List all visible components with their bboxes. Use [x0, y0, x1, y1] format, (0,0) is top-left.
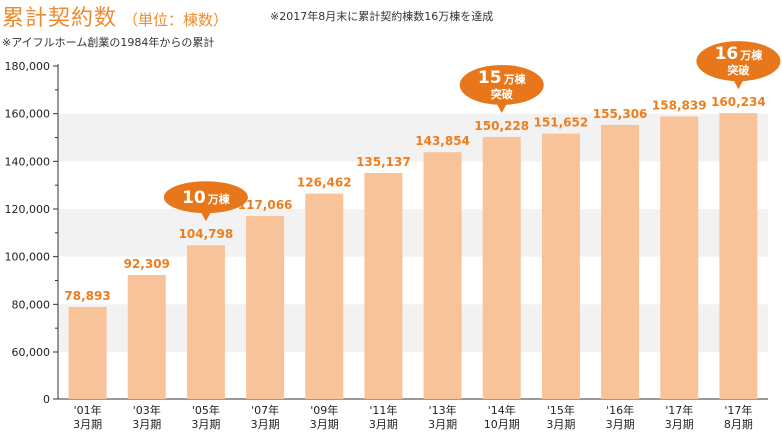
callout-suffix: 突破	[727, 63, 749, 77]
bar-value-label: 155,306	[593, 107, 648, 121]
bar-value-label: 150,228	[474, 119, 529, 133]
x-tick-label: 3月期	[251, 418, 280, 431]
x-tick-label: 3月期	[428, 418, 457, 431]
bar	[364, 172, 403, 399]
y-tick-label: 100,000	[5, 251, 51, 264]
founding-note: ※アイフルホーム創業の1984年からの累計	[2, 36, 215, 49]
x-tick-label: '15年	[547, 403, 575, 417]
achievement-note: ※2017年8月末に累計契約棟数16万棟を達成	[270, 10, 494, 23]
bar-value-label: 160,234	[711, 95, 766, 109]
callout-number: 15	[478, 68, 502, 88]
y-tick-label: 160,000	[5, 108, 51, 121]
x-tick-label: '05年	[192, 403, 220, 417]
callout-number: 10	[182, 188, 206, 208]
bar-value-label: 151,652	[534, 116, 589, 130]
chart-unit: （単位：棟数）	[123, 11, 229, 29]
bar	[246, 215, 285, 399]
x-tick-label: 3月期	[191, 418, 220, 431]
x-tick-label: 10月期	[484, 418, 520, 431]
bar	[127, 274, 166, 399]
callout-suffix: 突破	[491, 87, 513, 101]
callout-suffix: 万棟	[739, 48, 763, 62]
bar	[482, 136, 521, 399]
bar-value-label: 135,137	[356, 155, 411, 169]
y-tick-label: 180,000	[5, 60, 51, 73]
x-tick-label: 3月期	[132, 418, 161, 431]
x-tick-label: '17年	[665, 403, 693, 417]
x-tick-label: 3月期	[606, 418, 635, 431]
y-tick-label: 120,000	[5, 203, 51, 216]
chart-title-text: 累計契約数	[2, 6, 118, 31]
x-tick-label: '14年	[488, 403, 516, 417]
bar	[305, 193, 344, 399]
bar-value-label: 158,839	[652, 98, 707, 112]
bar-value-label: 104,798	[179, 227, 234, 241]
bar	[68, 306, 107, 399]
callout-suffix: 万棟	[503, 72, 527, 86]
x-tick-label: '01年	[74, 403, 102, 417]
bar	[186, 245, 225, 399]
bar-value-label: 143,854	[415, 134, 470, 148]
milestone-callout: 10 万棟	[163, 181, 248, 222]
grid-band	[58, 209, 768, 257]
callout-bubble	[163, 181, 248, 214]
callout-text: 10 万棟	[182, 188, 231, 208]
bar	[541, 133, 580, 399]
bar	[660, 116, 699, 399]
x-tick-label: 3月期	[310, 418, 339, 431]
x-tick-label: 3月期	[369, 418, 398, 431]
y-tick-label: 80,000	[12, 298, 51, 311]
bar-value-label: 126,462	[297, 176, 352, 190]
chart-title: 累計契約数 （単位：棟数）	[2, 0, 228, 32]
x-tick-label: '07年	[251, 403, 279, 417]
bar-value-label: 92,309	[124, 257, 170, 271]
y-tick-label: 0	[43, 393, 50, 406]
grid-band	[58, 304, 768, 352]
x-tick-label: 3月期	[665, 418, 694, 431]
bar-value-label: 78,893	[64, 289, 110, 303]
y-tick-label: 60,000	[12, 346, 51, 359]
x-tick-label: 3月期	[73, 418, 102, 431]
callout-text: 突破	[727, 63, 749, 77]
bar	[601, 124, 640, 399]
callout-text: 突破	[491, 87, 513, 101]
x-tick-label: 8月期	[724, 418, 753, 431]
x-tick-label: 3月期	[546, 418, 575, 431]
grid-band	[58, 113, 768, 162]
x-tick-label: '13年	[429, 403, 457, 417]
x-tick-label: '16年	[606, 403, 634, 417]
callout-text: 16 万棟	[715, 44, 764, 64]
callout-text: 15 万棟	[478, 68, 527, 88]
callout-bubble	[459, 64, 544, 105]
x-tick-label: '11年	[369, 403, 397, 417]
bar	[719, 113, 758, 400]
x-tick-label: '03年	[133, 403, 161, 417]
x-tick-label: '09年	[310, 403, 338, 417]
callout-number: 16	[715, 44, 739, 64]
x-tick-label: '17年	[724, 403, 752, 417]
y-tick-label: 140,000	[5, 155, 51, 168]
callout-bubble	[696, 41, 781, 82]
bar	[423, 152, 462, 399]
callout-suffix: 万棟	[207, 192, 231, 206]
bar-value-label: 117,066	[238, 198, 293, 212]
